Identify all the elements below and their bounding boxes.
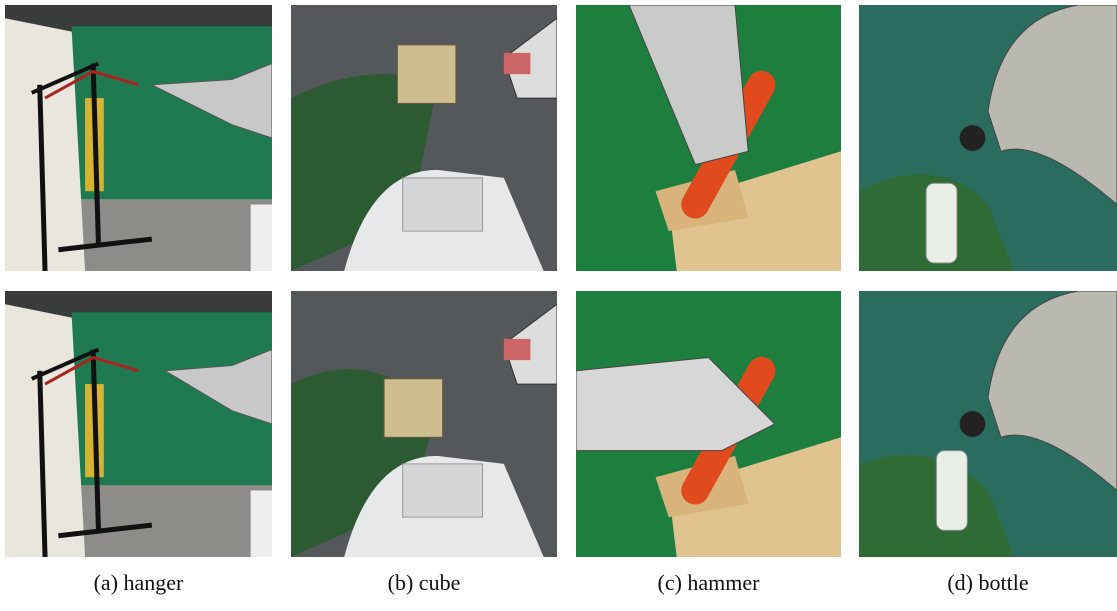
- pad: [503, 338, 531, 361]
- rack-base: [58, 522, 153, 539]
- robot-arm: [163, 348, 272, 425]
- panel: [402, 177, 484, 232]
- rack-bar: [30, 347, 100, 381]
- robot: [576, 356, 776, 452]
- rack-pole: [37, 84, 48, 271]
- cube: [396, 44, 457, 104]
- bottle: [935, 450, 968, 531]
- photo: [5, 291, 272, 557]
- caption: (a) hanger: [94, 570, 184, 595]
- caption: (d) bottle: [947, 570, 1028, 595]
- robot-base: [250, 490, 272, 557]
- robot-arm: [987, 291, 1117, 492]
- camera: [959, 411, 986, 437]
- board: [668, 151, 841, 271]
- rack-pole: [37, 370, 48, 557]
- caption: (c) hammer: [658, 570, 761, 595]
- cube: [383, 378, 444, 438]
- rack-base: [58, 236, 153, 253]
- photo: [576, 5, 841, 271]
- photo: [291, 5, 557, 271]
- rack-pole: [90, 63, 101, 245]
- hanger: [44, 69, 139, 100]
- rack-bar: [30, 61, 100, 95]
- caption: (b) cube: [388, 570, 461, 595]
- rack-pole: [90, 349, 101, 531]
- panel: [402, 463, 484, 518]
- gripper: [503, 303, 557, 385]
- bottle: [925, 182, 958, 264]
- photo: [291, 291, 557, 557]
- photo: [576, 291, 841, 557]
- photo: [859, 5, 1117, 271]
- hanger: [44, 355, 139, 386]
- robot-arm: [149, 62, 272, 139]
- camera: [959, 125, 986, 151]
- robot-base: [250, 204, 272, 271]
- robot-arm: [987, 5, 1117, 206]
- pad: [503, 52, 531, 75]
- robot: [628, 5, 749, 166]
- photo: [5, 5, 272, 271]
- curtain: [5, 18, 86, 271]
- curtain: [5, 304, 86, 557]
- board: [668, 437, 841, 557]
- gripper: [503, 17, 557, 99]
- photo: [859, 291, 1117, 557]
